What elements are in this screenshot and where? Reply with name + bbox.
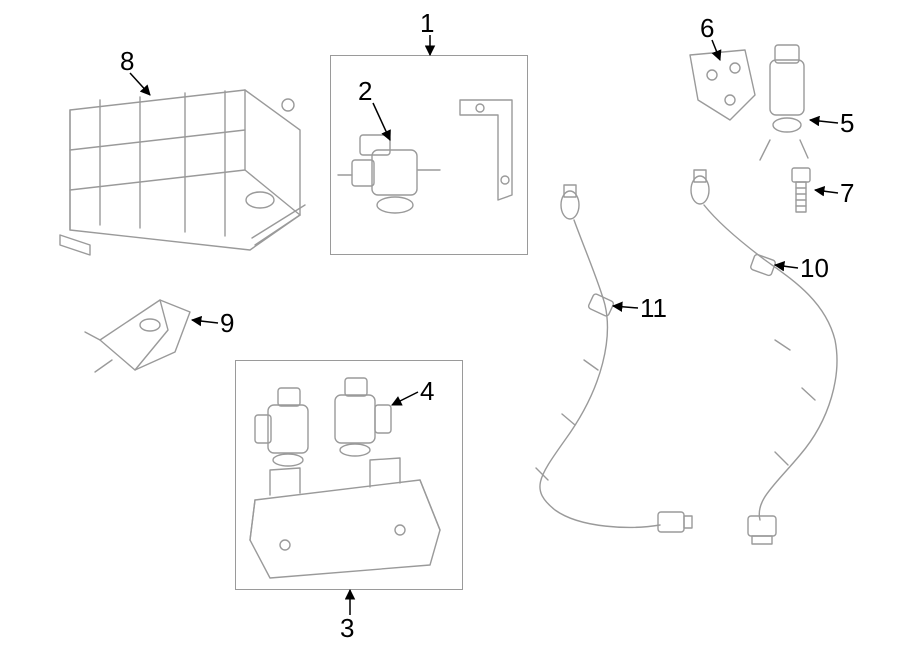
part-bolt-7: [792, 168, 810, 212]
callout-8: 8: [120, 48, 134, 74]
part-l-bracket: [460, 100, 512, 200]
leader-10: [775, 265, 798, 268]
leader-9: [192, 320, 218, 323]
leader-5: [810, 120, 838, 123]
leader-6: [712, 40, 720, 60]
part-cable-right: [691, 170, 837, 544]
part-bracket-6: [690, 50, 755, 120]
parts-diagram: 1 2 3 4 5 6 7 8 9 10 11: [0, 0, 900, 661]
callout-1: 1: [420, 10, 434, 36]
callout-2: 2: [358, 78, 372, 104]
leader-11: [613, 306, 638, 308]
leader-8: [130, 73, 150, 95]
callout-5: 5: [840, 110, 854, 136]
diagram-svg: [0, 0, 900, 661]
part-solenoid-b: [335, 378, 391, 456]
callout-11: 11: [640, 295, 667, 321]
callout-4: 4: [420, 378, 434, 404]
part-hose-end: [85, 300, 190, 372]
part-valve-5: [760, 45, 808, 160]
callout-6: 6: [700, 15, 714, 41]
leader-7: [815, 190, 838, 193]
part-purge-valve: [338, 135, 440, 213]
callout-10: 10: [800, 255, 829, 281]
callout-7: 7: [840, 180, 854, 206]
leader-4: [392, 392, 418, 405]
part-solenoid-a: [255, 388, 308, 466]
part-cable-left: [536, 185, 692, 532]
part-mount-plate: [250, 458, 440, 578]
part-canister: [60, 90, 305, 255]
callout-9: 9: [220, 310, 234, 336]
callout-3: 3: [340, 615, 354, 641]
